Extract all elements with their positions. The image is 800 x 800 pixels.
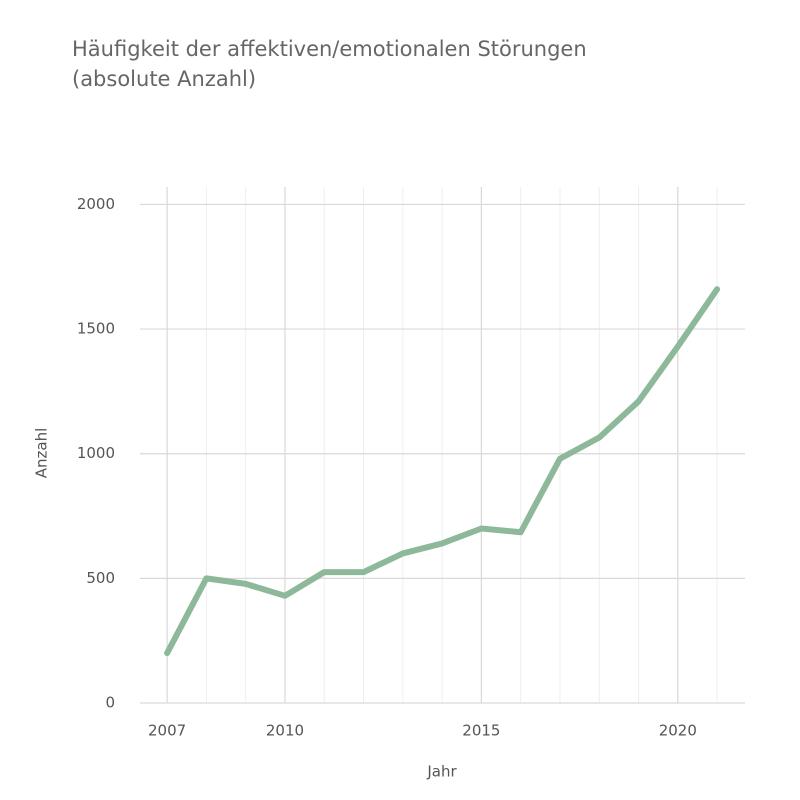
y-tick-label: 0 (105, 694, 115, 712)
x-axis-label: Jahr (426, 763, 457, 781)
x-tick-label: 2015 (462, 722, 500, 740)
chart-title: Häufigkeit der affektiven/emotionalen St… (72, 37, 587, 61)
y-axis-label: Anzahl (33, 428, 51, 479)
y-tick-label: 2000 (77, 195, 115, 213)
y-tick-label: 1000 (77, 444, 115, 462)
x-tick-label: 2007 (148, 722, 186, 740)
line (164, 286, 721, 657)
y-tick-label: 500 (86, 569, 115, 587)
x-tick-label: 2020 (659, 722, 697, 740)
x-tick-label: 2010 (266, 722, 304, 740)
chart-title: (absolute Anzahl) (72, 67, 256, 91)
y-tick-label: 1500 (77, 320, 115, 338)
